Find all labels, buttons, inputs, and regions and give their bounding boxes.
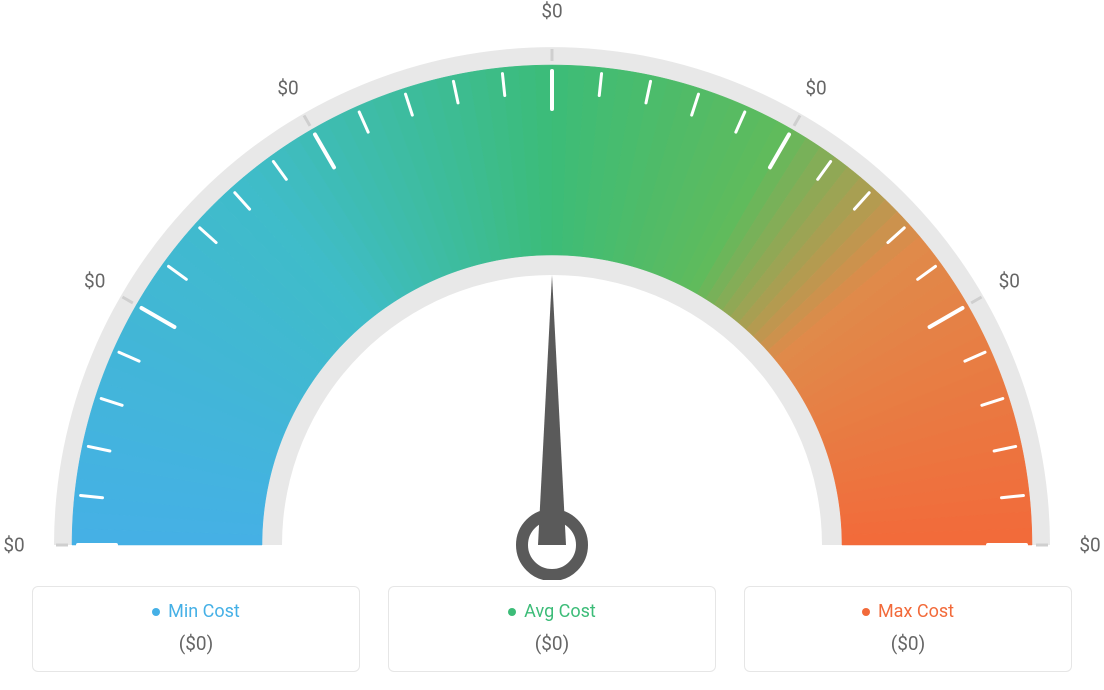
legend-row: Min Cost ($0) Avg Cost ($0) Max Cost ($0…: [32, 586, 1072, 672]
gauge-tick-label: $0: [277, 76, 298, 99]
legend-dot-avg: [508, 608, 516, 616]
legend-value-max: ($0): [765, 632, 1051, 655]
legend-label-min: Min Cost: [168, 601, 240, 622]
legend-value-avg: ($0): [409, 632, 695, 655]
legend-value-min: ($0): [53, 632, 339, 655]
gauge-tick-label: $0: [84, 270, 105, 293]
gauge-svg: [32, 20, 1072, 580]
legend-label-max: Max Cost: [878, 601, 954, 622]
legend-label-row: Min Cost: [53, 601, 339, 622]
gauge-tick-label: $0: [999, 270, 1020, 293]
legend-card-max: Max Cost ($0): [744, 586, 1072, 672]
gauge-tick-label: $0: [805, 76, 826, 99]
gauge-tick-label: $0: [1079, 534, 1100, 557]
legend-card-min: Min Cost ($0): [32, 586, 360, 672]
legend-label-row: Avg Cost: [409, 601, 695, 622]
gauge-tick-label: $0: [3, 534, 24, 557]
legend-label-row: Max Cost: [765, 601, 1051, 622]
legend-card-avg: Avg Cost ($0): [388, 586, 716, 672]
legend-dot-min: [152, 608, 160, 616]
gauge-chart: $0$0$0$0$0$0$0: [32, 20, 1072, 580]
gauge-tick-label: $0: [541, 0, 562, 23]
legend-dot-max: [862, 608, 870, 616]
legend-label-avg: Avg Cost: [524, 601, 596, 622]
